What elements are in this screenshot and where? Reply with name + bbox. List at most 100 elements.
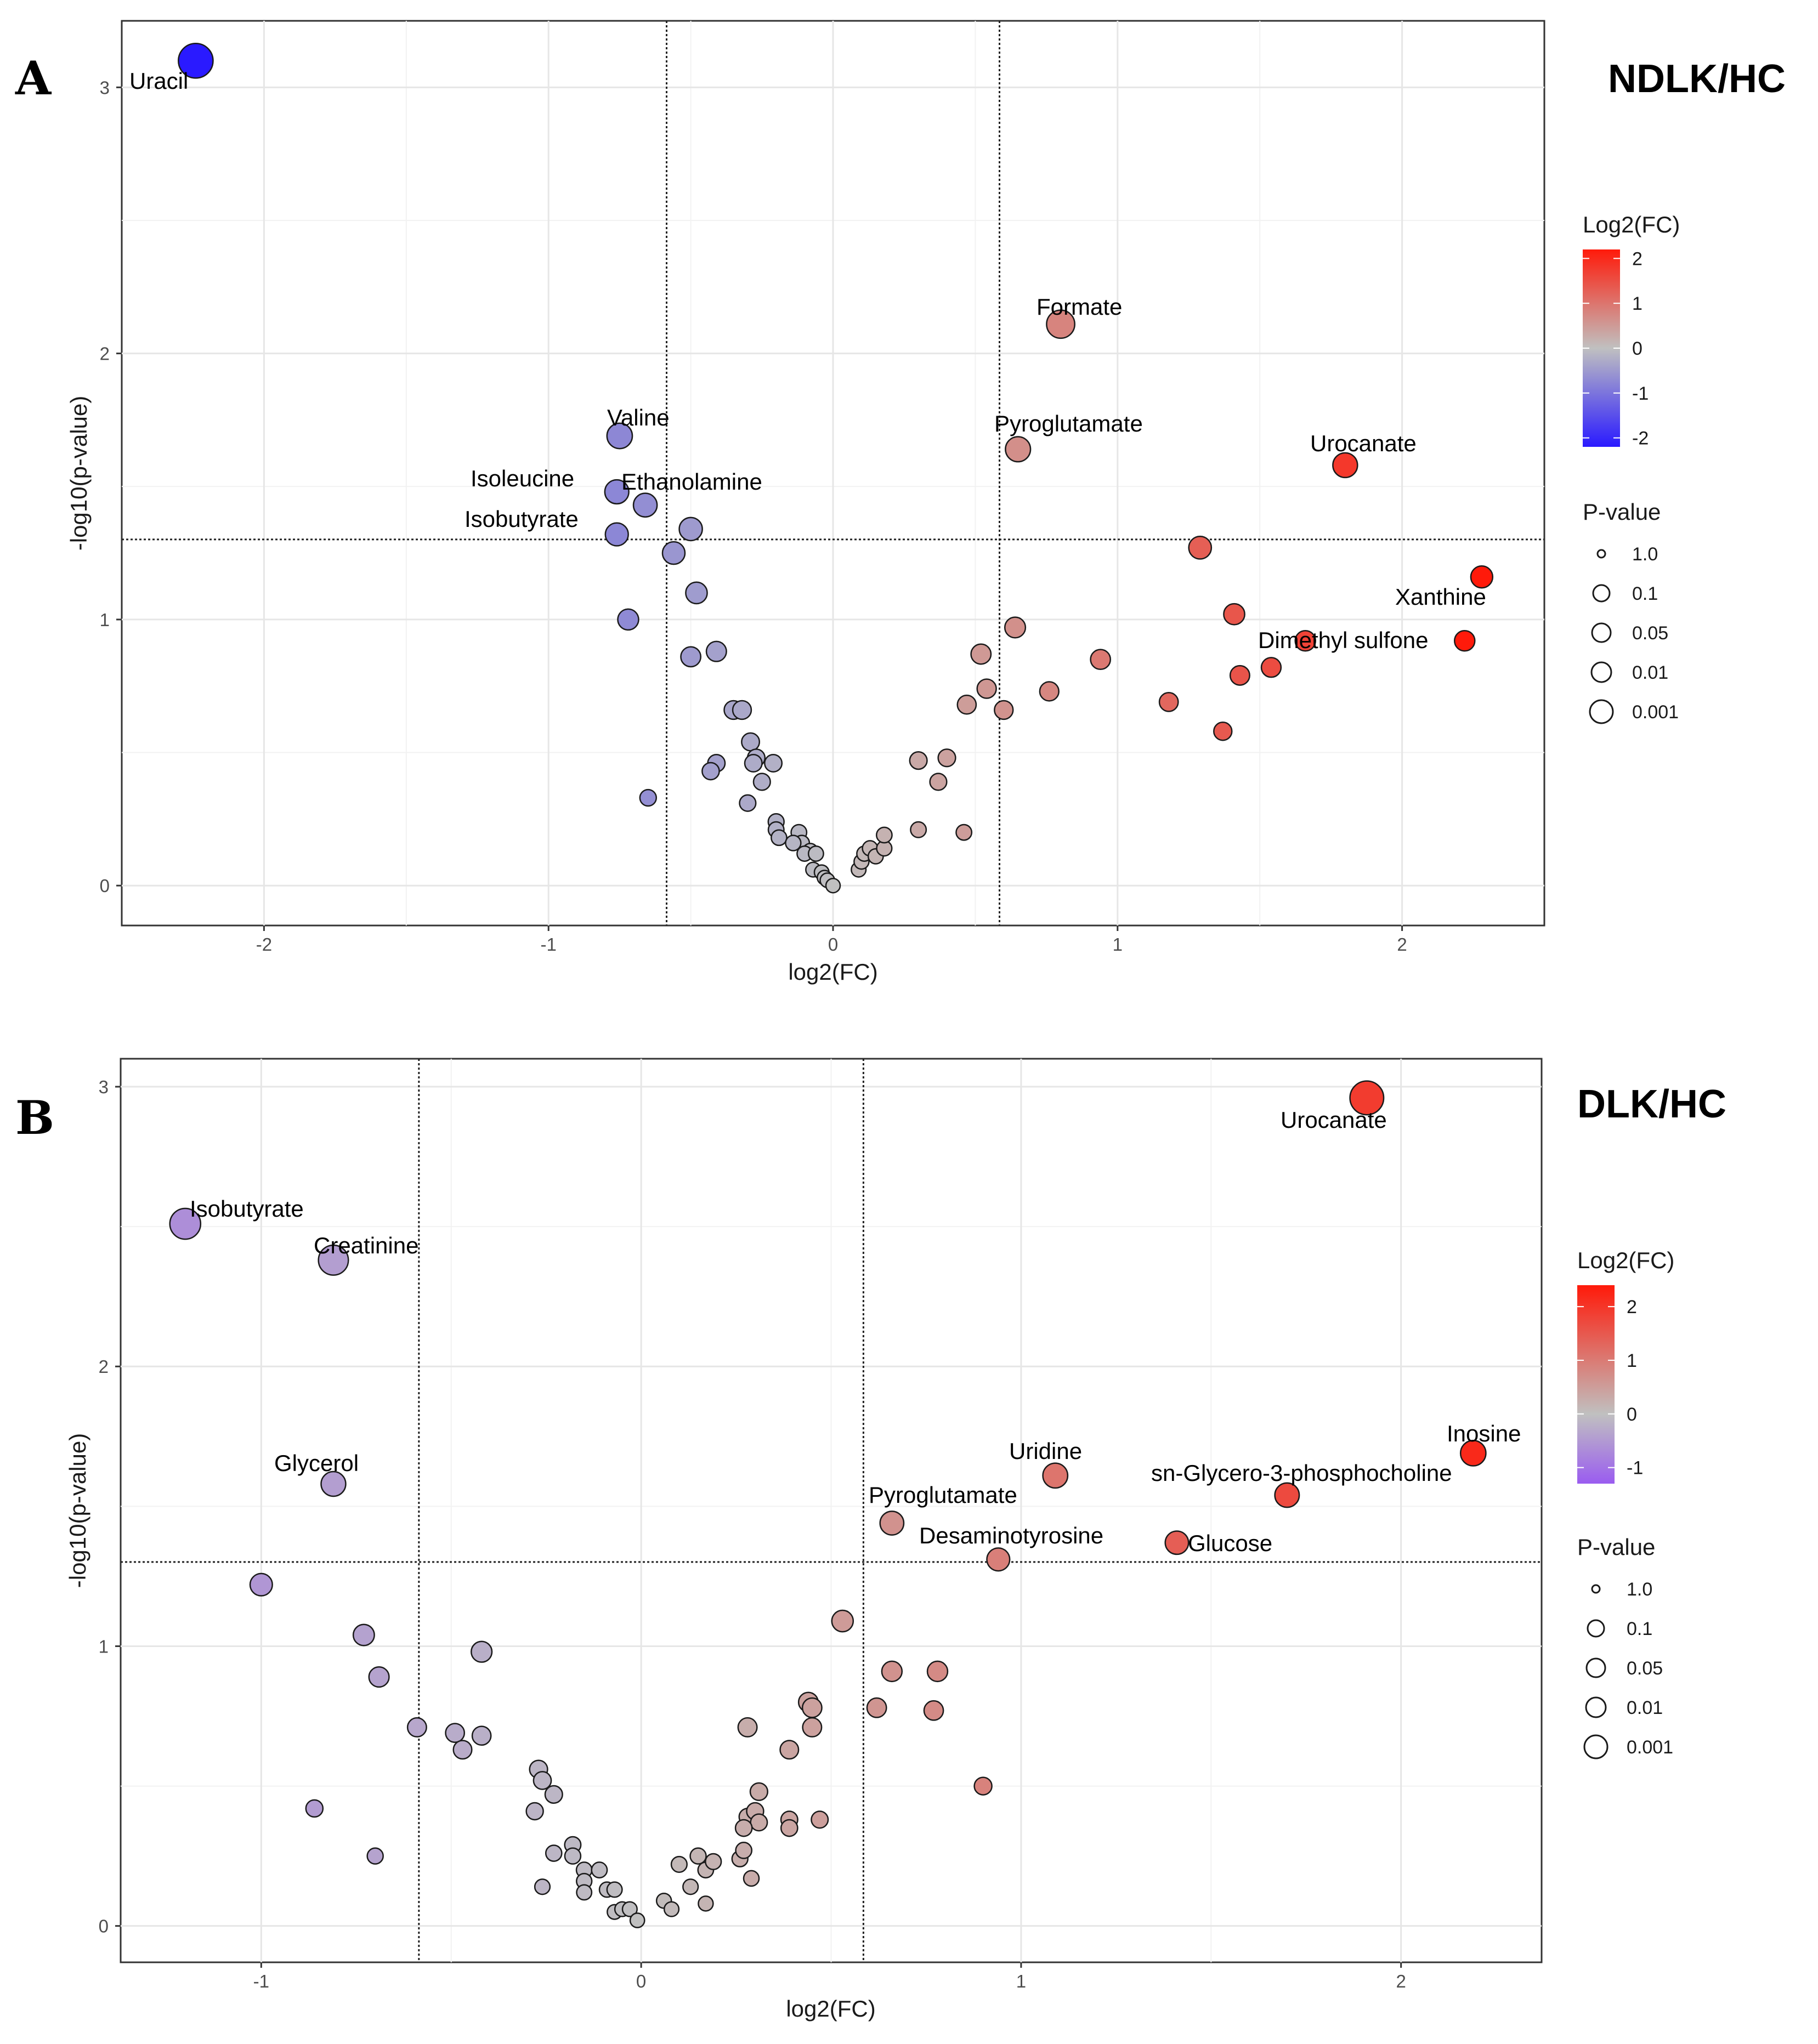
labeled-data-point: [1470, 565, 1494, 589]
size-legend-label: 0.001: [1632, 702, 1679, 723]
size-legend-circle: [1583, 1734, 1609, 1759]
data-point: [1188, 536, 1213, 560]
panel-a-colorbar-ticks: 2 1 0 -1 -2: [1583, 248, 1649, 449]
labeled-data-point: [879, 1511, 905, 1536]
panel-b-size-legend-title: P-value: [1577, 1534, 1655, 1560]
labeled-data-point: [318, 1244, 349, 1276]
data-point: [680, 646, 702, 668]
panel-a-y-axis-label: -log10(p-value): [66, 396, 92, 550]
data-point: [471, 1640, 493, 1663]
data-point: [629, 1912, 645, 1928]
x-tick-label: 2: [1396, 1971, 1406, 1991]
panel-b-threshold-lines: [121, 1059, 1542, 1962]
labeled-data-point: [1453, 629, 1476, 652]
data-point: [705, 1853, 722, 1870]
data-point: [875, 826, 893, 844]
y-tick-label: 0: [99, 1916, 109, 1937]
panel-b: B DLK/HC Urocanate Isobutyrate Creatinine I…: [15, 1058, 1726, 2022]
data-point: [732, 700, 752, 720]
size-legend-label: 1.0: [1632, 544, 1658, 565]
size-legend-circle: [1591, 622, 1612, 643]
panel-a-x-axis-label: log2(FC): [788, 959, 877, 985]
data-point: [881, 1660, 903, 1683]
point-label: Uracil: [129, 68, 188, 94]
point-label: Uridine: [1009, 1438, 1082, 1464]
panel-a-size-legend: 1.0 0.1 0.05 0.01 0.001: [1589, 544, 1679, 724]
data-point: [973, 1776, 993, 1796]
data-point: [743, 1870, 760, 1887]
data-point: [1229, 665, 1250, 686]
data-point: [368, 1666, 390, 1688]
panel-b-colorbar: [1577, 1285, 1615, 1484]
data-point: [576, 1884, 593, 1901]
point-label: Dimethyl sulfone: [1258, 627, 1428, 653]
panel-a-x-tick-labels: -2 -1 0 1 2: [256, 926, 1407, 955]
x-tick-label: 2: [1397, 934, 1407, 955]
labeled-data-point: [1349, 1080, 1385, 1116]
data-point: [533, 1770, 552, 1790]
point-label: Formate: [1037, 294, 1122, 320]
labeled-data-point: [1042, 1462, 1069, 1489]
data-point: [1090, 649, 1112, 671]
data-point: [617, 608, 639, 631]
panel-a-point-labels: Uracil Formate Valine Pyroglutamate Urocanat…: [129, 68, 1486, 653]
size-legend-label: 0.01: [1632, 662, 1668, 683]
y-tick-label: 3: [99, 1077, 109, 1097]
point-label: Valine: [607, 405, 670, 430]
x-tick-label: -2: [256, 934, 272, 955]
data-point: [785, 834, 802, 851]
data-point: [705, 640, 727, 662]
data-point: [807, 845, 824, 862]
data-point: [929, 773, 948, 791]
data-point: [525, 1802, 544, 1821]
labeled-data-point: [632, 492, 658, 518]
panel-a-points: [178, 42, 1494, 894]
size-legend-label: 0.05: [1627, 1658, 1663, 1679]
y-tick-label: 3: [100, 77, 110, 98]
data-point: [661, 541, 686, 565]
panel-b-x-tick-labels: -1 0 1 2: [253, 1962, 1406, 1991]
labeled-data-point: [606, 422, 633, 450]
panel-b-legend: Log2(FC) 2 1 0 -1 P-value 1.0 0.1 0.05 0.01 0.0…: [1577, 1247, 1674, 1759]
data-point: [698, 1895, 714, 1912]
point-label: Glucose: [1188, 1530, 1272, 1556]
data-point: [955, 824, 973, 841]
labeled-data-point: [1274, 1482, 1300, 1508]
panel-b-size-legend: 1.0 0.1 0.05 0.01 0.001: [1583, 1579, 1673, 1759]
size-legend-label: 1.0: [1627, 1579, 1652, 1600]
data-point: [701, 762, 720, 781]
size-legend-circle: [1585, 1696, 1607, 1718]
y-tick-label: 0: [100, 876, 110, 896]
point-label: Desaminotyrosine: [919, 1523, 1103, 1548]
data-point: [764, 753, 783, 773]
labeled-data-point: [1046, 309, 1075, 339]
colorbar-tick-label: 2: [1627, 1297, 1637, 1318]
data-point: [591, 1861, 608, 1879]
panel-b-letter: B: [15, 1091, 54, 1145]
data-point: [352, 1623, 375, 1646]
data-point: [471, 1725, 492, 1746]
data-point: [1294, 629, 1316, 652]
labeled-data-point: [1332, 452, 1358, 479]
size-legend-circle: [1591, 1584, 1601, 1594]
panel-a-letter: A: [15, 51, 52, 105]
panel-a-size-legend-title: P-value: [1583, 499, 1661, 525]
point-label: Urocanate: [1310, 430, 1417, 456]
panel-a-legend: Log2(FC) 2 1 0 -1 -2 P-value 1.0 0.1 0.05 0.01 0…: [1583, 212, 1680, 724]
size-legend-circle: [1589, 699, 1614, 724]
panel-a-major-grid: [122, 21, 1544, 926]
data-point: [685, 581, 708, 605]
x-tick-label: -1: [541, 934, 557, 955]
data-point: [663, 1901, 680, 1917]
data-point: [1039, 681, 1060, 702]
data-point: [445, 1723, 466, 1744]
x-tick-label: 0: [828, 934, 838, 955]
point-label: Isobutyrate: [190, 1196, 304, 1222]
panel-b-y-axis-label: -log10(p-value): [65, 1433, 90, 1588]
point-label: Xanthine: [1395, 584, 1486, 610]
x-tick-label: 1: [1113, 934, 1123, 955]
data-point: [994, 700, 1014, 720]
labeled-data-point: [1459, 1440, 1487, 1467]
data-point: [406, 1717, 427, 1738]
